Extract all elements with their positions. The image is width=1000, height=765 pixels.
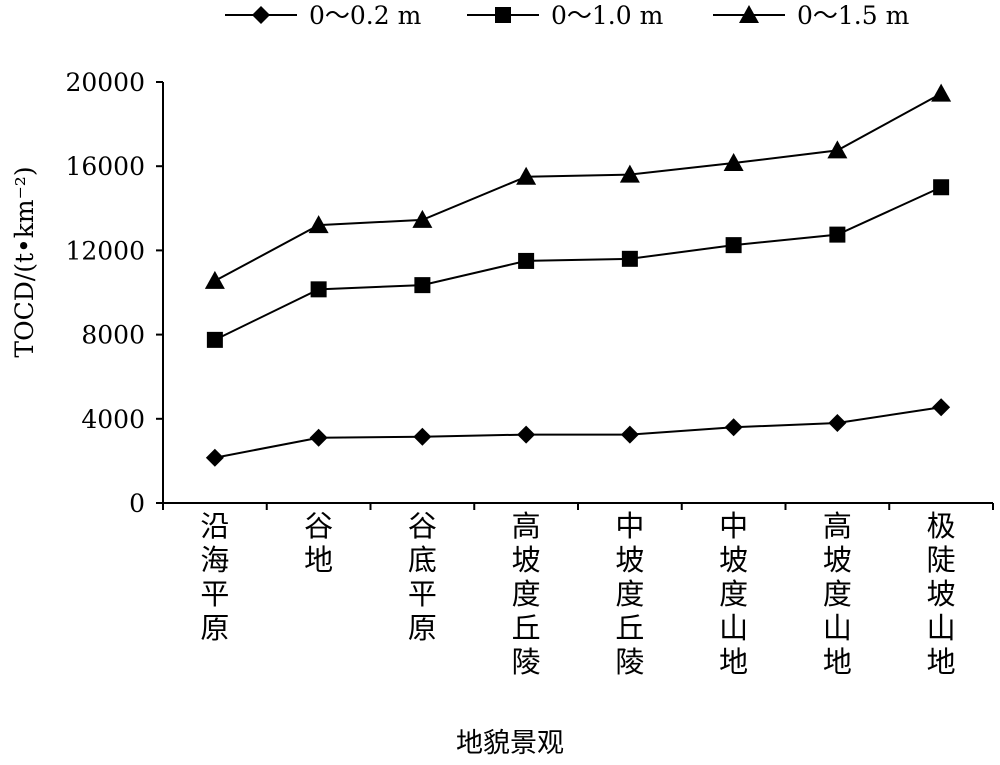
- series-1: [205, 398, 951, 467]
- data-point: [619, 164, 640, 183]
- data-point: [413, 427, 432, 446]
- legend: 0～0.2 m 0～1.0 m 0～1.5 m: [225, 1, 910, 30]
- data-point: [932, 398, 951, 417]
- x-tick-label: 高坡度丘陵: [512, 509, 541, 679]
- data-point: [518, 252, 535, 269]
- y-tick-label: 16000: [65, 152, 145, 181]
- y-tick-label: 20000: [65, 68, 145, 97]
- data-point: [205, 448, 224, 467]
- data-point: [516, 166, 537, 185]
- data-point: [414, 277, 431, 294]
- data-point: [206, 331, 223, 348]
- data-point: [829, 226, 846, 243]
- x-tick-label: 谷底平原: [408, 509, 437, 645]
- data-point: [309, 428, 328, 447]
- data-point: [933, 179, 950, 196]
- x-tick-label: 极陡坡山地: [927, 509, 956, 679]
- data-point: [827, 140, 848, 159]
- x-tick-label: 沿海平原: [200, 509, 229, 645]
- data-point: [931, 83, 952, 102]
- data-point: [723, 153, 744, 172]
- series-line: [214, 406, 942, 459]
- data-point: [310, 281, 327, 298]
- y-tick-label: 4000: [81, 405, 145, 434]
- x-axis-title: 地貌景观: [456, 728, 564, 759]
- legend-item: 0～0.2 m: [225, 1, 422, 30]
- x-tick-label: 中坡度丘陵: [615, 509, 644, 679]
- x-tick-label: 高坡度山地: [823, 509, 852, 679]
- data-point: [724, 418, 743, 437]
- series-2: [206, 179, 950, 348]
- series-line: [214, 186, 942, 341]
- x-tick-label: 谷地: [304, 509, 333, 577]
- y-tick-label: 12000: [65, 236, 145, 265]
- x-tick-label: 中坡度山地: [719, 509, 748, 679]
- data-point: [621, 250, 638, 267]
- legend-marker: [252, 6, 270, 24]
- legend-label: 0～1.0 m: [551, 1, 664, 30]
- legend-marker: [495, 7, 511, 23]
- data-point: [412, 209, 433, 228]
- series-3: [204, 83, 952, 289]
- data-point: [517, 425, 536, 444]
- y-tick-label: 8000: [81, 321, 145, 350]
- data-point: [620, 425, 639, 444]
- legend-marker: [739, 5, 759, 23]
- data-point: [725, 237, 742, 254]
- series-line: [214, 92, 942, 282]
- y-tick-label: 0: [129, 489, 145, 518]
- series-group: [204, 83, 952, 467]
- data-point: [828, 414, 847, 433]
- legend-item: 0～1.5 m: [713, 1, 910, 30]
- legend-label: 0～0.2 m: [309, 1, 422, 30]
- y-axis-title: TOCD/(t•km⁻²): [10, 166, 39, 357]
- legend-item: 0～1.0 m: [467, 1, 664, 30]
- axes: 0 4000 8000 12000 16000 20000 沿海平原 谷地 谷底平原 高坡度丘陵 中…: [65, 68, 994, 679]
- data-point: [308, 215, 329, 234]
- data-point: [204, 270, 225, 289]
- legend-label: 0～1.5 m: [797, 1, 910, 30]
